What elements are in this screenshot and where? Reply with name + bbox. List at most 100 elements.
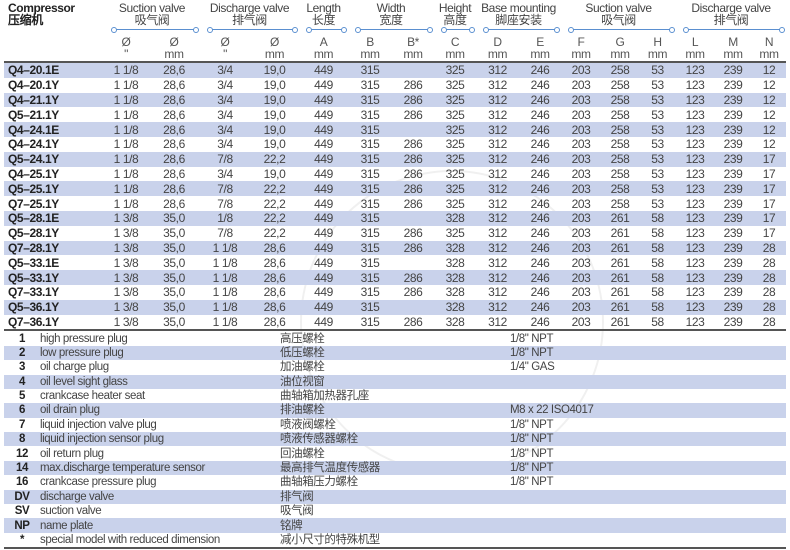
cell-value: 261 <box>610 285 630 300</box>
legend-chinese: 最高排气温度传感器 <box>280 460 510 476</box>
cell-value: 203 <box>561 92 602 108</box>
legend-item: 5 crankcase heater seat 曲轴箱加热器孔座 <box>4 389 786 403</box>
legend-spec <box>510 489 786 505</box>
legend-english: oil return plug <box>40 447 104 460</box>
cell-value: 123 <box>685 107 705 122</box>
cell-value: 28,6 <box>250 240 299 256</box>
fraction-size: 1 1/8 <box>104 92 148 108</box>
fraction-size: 7/8 <box>217 196 233 211</box>
cell-value: 258 <box>601 122 640 137</box>
cell-value: 258 <box>610 107 630 122</box>
table-row: Q5–36.1Y 1 3/8 35,0 1 1/8 28,6 449 315 328 312 24… <box>4 299 787 315</box>
cell-value: 449 <box>314 226 333 241</box>
cell-value: 328 <box>434 210 476 226</box>
cell-value: 123 <box>676 122 715 137</box>
cell-value: 315 <box>348 151 392 167</box>
legend-spec <box>510 374 786 389</box>
cell-value: 239 <box>714 62 753 78</box>
legend-item: 12 oil return plug 回油螺栓 1/8" NPT <box>4 446 786 460</box>
fraction-size: 1 3/8 <box>104 240 148 256</box>
cell-value: 325 <box>434 181 476 197</box>
legend-chinese: 铭牌 <box>280 518 510 533</box>
cell-value: 203 <box>571 285 591 300</box>
fraction-size: 1 3/8 <box>104 314 148 332</box>
legend-spec: 1/8" NPT <box>510 418 554 431</box>
table-row: Q5–28.1Y 1 3/8 35,0 7/8 22,2 449 315 286 325 312 2… <box>4 226 786 241</box>
fraction-size: 1 1/8 <box>104 181 148 197</box>
legend-english: crankcase heater seat <box>40 390 145 403</box>
cell-value: 286 <box>403 226 423 241</box>
cell-value: 12 <box>752 62 787 78</box>
cell-value: 28,6 <box>163 196 185 211</box>
fraction-size: 1 1/8 <box>113 137 139 152</box>
cell-value: 312 <box>488 226 507 241</box>
legend-english: oil level sight glass <box>40 374 280 389</box>
cell-value: 312 <box>476 240 519 256</box>
cell-value: 123 <box>685 196 705 211</box>
legend-item: 1 high pressure plug 高压螺栓 1/8" NPT <box>4 331 786 345</box>
cell-value: 258 <box>601 62 640 78</box>
fraction-size: 3/4 <box>200 92 250 108</box>
legend-chinese: 曲轴箱加热器孔座 <box>280 390 369 403</box>
fraction-size: 3/4 <box>200 62 250 78</box>
compressor-header: Compressor 压缩机 <box>8 1 75 27</box>
cell-value: 449 <box>314 285 333 300</box>
model-name: Q5–36.1Y <box>4 299 104 315</box>
fraction-size: 1/8 <box>200 210 250 226</box>
cell-value: 53 <box>651 166 664 181</box>
table-row: Q4–24.1Y 1 1/8 28,6 3/4 19,0 449 315 286 325 312 2… <box>4 137 786 152</box>
cell-value: 53 <box>639 181 677 197</box>
fraction-size: 3/4 <box>200 122 250 137</box>
cell-value: 286 <box>392 92 434 108</box>
cell-value: 53 <box>651 78 664 93</box>
cell-value: 35,0 <box>163 255 185 270</box>
cell-value: 239 <box>723 107 743 122</box>
cell-value: 315 <box>348 122 392 137</box>
table-row: Q7–25.1Y 1 1/8 28,6 7/8 22,2 449 315 286 325 312 2… <box>4 196 786 211</box>
cell-value: 239 <box>723 137 743 152</box>
table-row: Q4–25.1Y 1 1/8 28,6 3/4 19,0 449 315 286 325 312 2… <box>4 167 786 182</box>
cell-value: 312 <box>476 314 519 332</box>
legend-spec: 1/4" GAS <box>510 361 555 374</box>
cell-value: 315 <box>348 92 392 108</box>
cell-value: 12 <box>762 78 776 93</box>
cell-value: 12 <box>752 122 787 137</box>
cell-value: 312 <box>488 166 507 181</box>
fraction-size: 1 1/8 <box>212 285 238 300</box>
cell-value: 449 <box>299 314 348 332</box>
cell-value: 28,6 <box>148 92 200 108</box>
cell-value: 315 <box>348 240 392 256</box>
cell-value: 328 <box>434 299 476 315</box>
cell-value: 53 <box>651 196 664 211</box>
cell-value: 315 <box>348 270 392 285</box>
cell-value: 28,6 <box>263 285 286 300</box>
fraction-size: 1 3/8 <box>104 210 148 226</box>
cell-value: 17 <box>762 196 776 211</box>
legend-item: DV discharge valve 排气阀 <box>4 489 786 505</box>
legend-key: 14 <box>4 460 40 476</box>
cell-value: 328 <box>445 255 465 270</box>
cell-value: 58 <box>651 255 664 270</box>
cell-value: 246 <box>530 166 550 181</box>
legend-item: 8 liquid injection sensor plug 喷液传感器螺栓 1/8"… <box>4 432 786 447</box>
model-name: Q5–24.1Y <box>4 151 104 167</box>
cell-value: 449 <box>314 255 333 270</box>
cell-value: 328 <box>445 285 465 300</box>
legend-chinese: 低压螺栓 <box>280 345 510 361</box>
cell-value: 246 <box>530 226 550 241</box>
model-name: Q4–21.1Y <box>4 92 104 108</box>
cell-value: 312 <box>476 151 519 167</box>
cell-value: 328 <box>434 270 476 285</box>
cell-value: 22,2 <box>263 226 286 241</box>
fraction-size: 3/4 <box>217 137 233 152</box>
cell-value: 53 <box>639 92 677 108</box>
cell-value: 246 <box>530 78 550 93</box>
cell-value: 286 <box>403 285 423 300</box>
cell-value: 246 <box>530 107 550 122</box>
model-name: Q4–24.1Y <box>8 137 59 152</box>
cell-value: 35,0 <box>163 285 185 300</box>
cell-value: 19,0 <box>250 62 299 78</box>
cell-value: 53 <box>651 107 664 122</box>
